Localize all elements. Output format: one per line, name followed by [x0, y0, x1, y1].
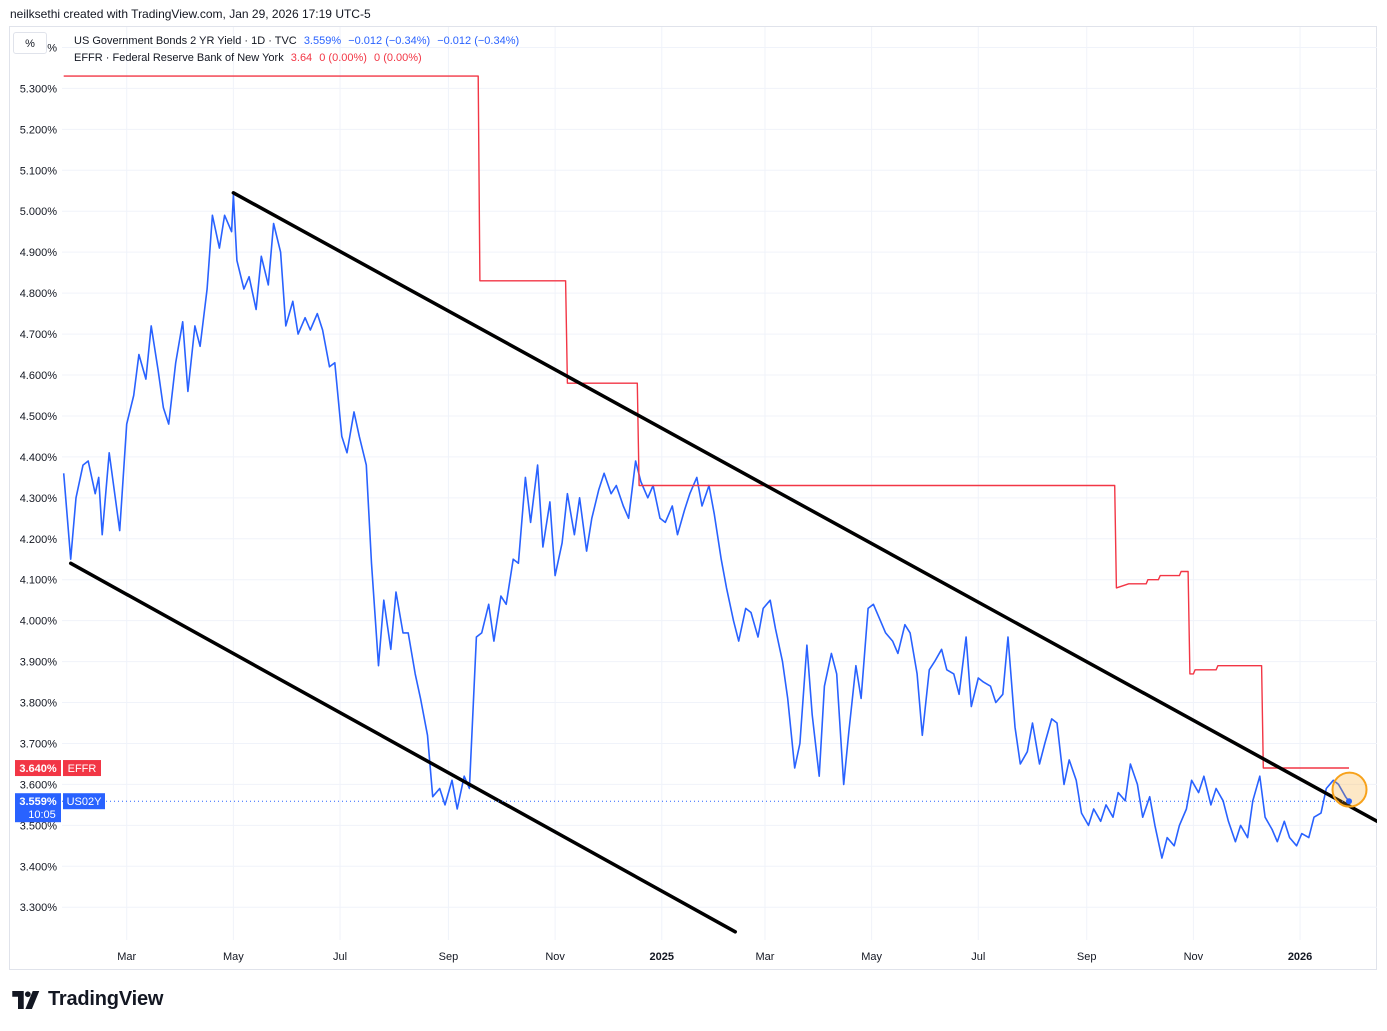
- y-tick-label: 4.200%: [20, 534, 58, 546]
- legend-series-name: EFFR · Federal Reserve Bank of New York: [74, 52, 284, 64]
- legend-last-value: 3.64: [290, 52, 313, 64]
- brand-name: TradingView: [48, 988, 164, 1010]
- series-line-us02y: [62, 194, 1350, 859]
- x-tick-label: 2025: [650, 951, 674, 963]
- y-tick-label: 4.800%: [20, 288, 58, 300]
- series-line-effr: [63, 75, 1349, 769]
- y-tick-label: 3.600%: [20, 779, 58, 791]
- us02y-tag-bg: [63, 793, 105, 810]
- y-tick-label: 3.400%: [20, 861, 58, 873]
- x-tick-label: Nov: [545, 951, 565, 963]
- last-point-marker: [1346, 798, 1353, 805]
- legend-us02y[interactable]: US Government Bonds 2 YR Yield · 1D · TV…: [74, 35, 523, 47]
- breakout-circle: [1331, 771, 1368, 808]
- y-tick-label: 4.600%: [20, 370, 58, 382]
- us02y-tag: US02Y: [67, 796, 103, 808]
- x-tick-label: Nov: [1184, 951, 1204, 963]
- effr-price-label-bg: [15, 760, 61, 777]
- x-tick-label: Sep: [439, 951, 459, 963]
- attribution-text: neilksethi created with TradingView.com,…: [10, 7, 371, 21]
- x-tick-label: Sep: [1077, 951, 1097, 963]
- tradingview-logo-icon: [12, 990, 40, 1009]
- y-tick-label: 5.100%: [20, 165, 58, 177]
- us02y-price-label-bg: [15, 793, 61, 823]
- y-tick-label: 4.300%: [20, 493, 58, 505]
- tradingview-brand[interactable]: TradingView: [12, 988, 163, 1011]
- plot-layer: [62, 75, 1377, 934]
- legend-change-2: 0 (0.00%): [374, 52, 422, 64]
- legend-change: −0.012 (−0.34%): [348, 35, 431, 47]
- x-tick-label: May: [223, 951, 244, 963]
- legend-effr[interactable]: EFFR · Federal Reserve Bank of New York …: [74, 52, 426, 64]
- legend-series-name: US Government Bonds 2 YR Yield · 1D · TV…: [74, 35, 297, 47]
- upper-trendline: [231, 191, 1377, 824]
- lower-trendline: [68, 561, 737, 934]
- unit-selector[interactable]: %: [13, 32, 47, 54]
- x-tick-label: May: [861, 951, 882, 963]
- y-tick-label: 5.300%: [20, 83, 58, 95]
- y-tick-label: 4.400%: [20, 452, 58, 464]
- y-tick-label: 4.000%: [20, 616, 58, 628]
- us02y-countdown: 10:05: [28, 809, 56, 821]
- x-tick-label: Mar: [755, 951, 774, 963]
- x-tick-label: Jul: [333, 951, 347, 963]
- y-tick-label: 3.700%: [20, 738, 58, 750]
- legend-last-value: 3.559%: [303, 35, 342, 47]
- effr-tag-bg: [63, 760, 101, 777]
- y-tick-label: 3.500%: [20, 820, 58, 832]
- y-tick-label: 5.000%: [20, 206, 58, 218]
- legend-change-2: −0.012 (−0.34%): [437, 35, 520, 47]
- y-tick-label: 3.300%: [20, 902, 58, 914]
- y-tick-label: 5.200%: [20, 124, 58, 136]
- y-tick-label: 4.700%: [20, 329, 58, 341]
- y-tick-label: 3.900%: [20, 657, 58, 669]
- y-tick-label: 4.100%: [20, 575, 58, 587]
- y-tick-label: 4.900%: [20, 247, 58, 259]
- x-tick-label: 2026: [1288, 951, 1312, 963]
- us02y-price-label: 3.559%: [19, 796, 57, 808]
- effr-tag: EFFR: [68, 763, 97, 775]
- y-tick-label: 3.800%: [20, 698, 58, 710]
- x-tick-label: Jul: [971, 951, 985, 963]
- y-tick-label: 4.500%: [20, 411, 58, 423]
- effr-price-label: 3.640%: [19, 763, 57, 775]
- x-tick-label: Mar: [117, 951, 136, 963]
- legend-change: 0 (0.00%): [319, 52, 367, 64]
